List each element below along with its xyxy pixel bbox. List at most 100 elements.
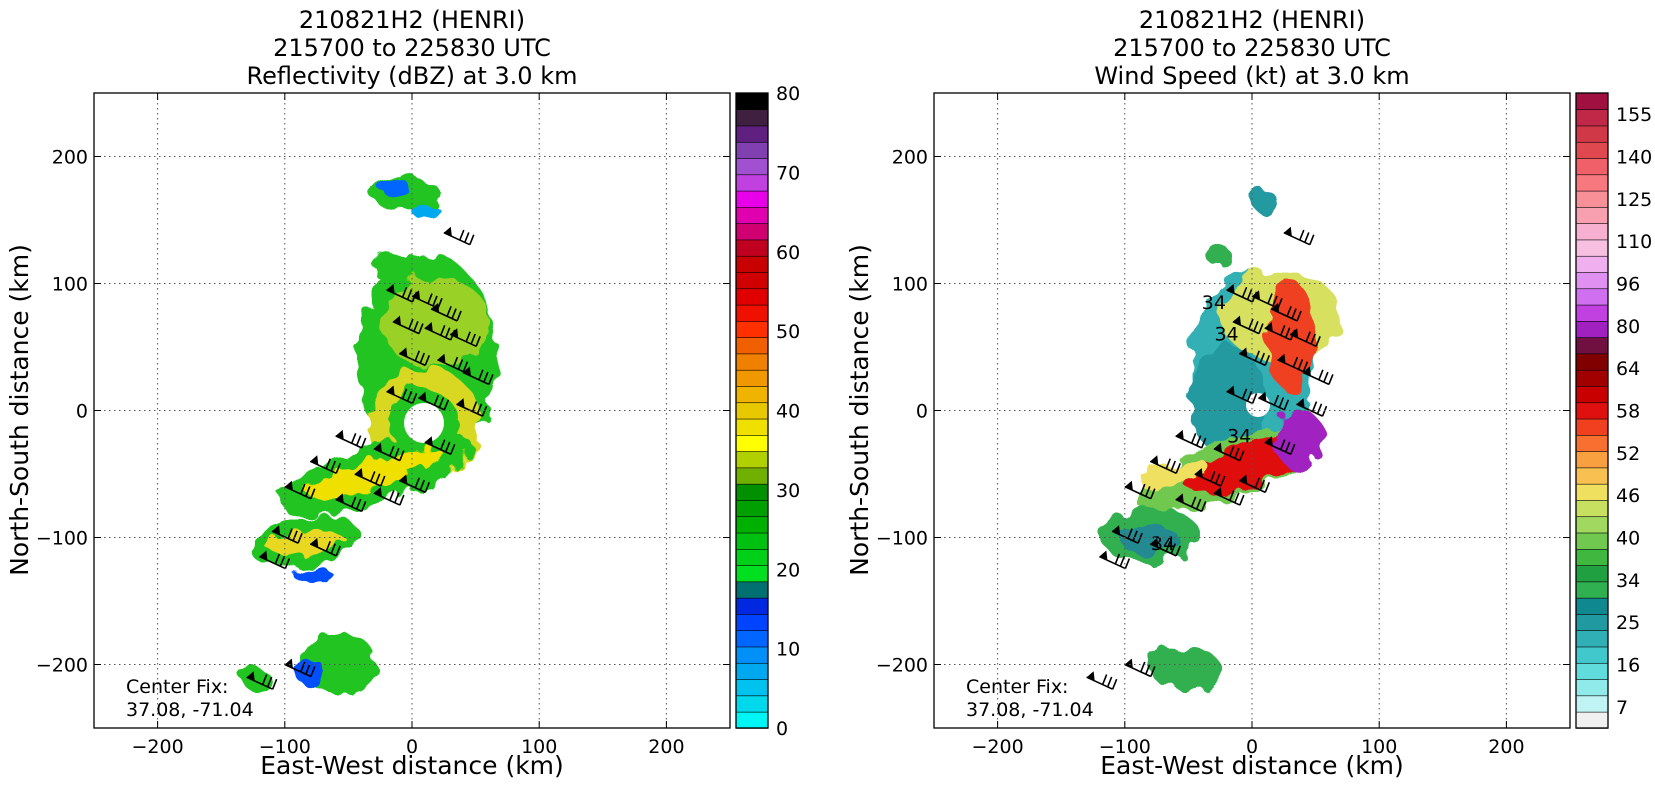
x-tick-label: −200 — [132, 736, 184, 758]
colorbar-segment — [1575, 271, 1609, 290]
y-tick-label: 100 — [52, 274, 88, 296]
colorbar-segment — [735, 450, 769, 469]
colorbar-segment — [735, 304, 769, 322]
x-tick-label: 0 — [1246, 736, 1258, 758]
wind-barb — [418, 391, 450, 411]
wind-barbs — [246, 226, 494, 690]
grid-lines — [934, 93, 1570, 728]
colorbar-segment — [1575, 239, 1609, 257]
colorbar-segment — [1575, 108, 1609, 127]
reflectivity-panel: 210821H2 (HENRI) 215700 to 225830 UTC Re… — [5, 6, 800, 780]
colorbar-segment — [735, 222, 769, 241]
colorbar-tick-label: 40 — [776, 401, 800, 423]
center-fix-coordinates: 37.08, -71.04 — [966, 699, 1094, 721]
center-fix-label: Center Fix: — [126, 676, 228, 698]
colorbar-segment — [1575, 92, 1609, 110]
wind-barb — [1213, 487, 1245, 506]
colorbar-tick-label: 52 — [1616, 443, 1640, 465]
wind-barb — [1226, 385, 1258, 405]
contour-label: 34 — [1202, 292, 1226, 314]
colorbar-segment — [1575, 711, 1609, 729]
wind-speed-panel: 210821H2 (HENRI) 215700 to 225830 UTC Wi… — [845, 6, 1652, 780]
colorbar-segment — [1575, 678, 1609, 697]
colorbar-segment — [1575, 255, 1609, 273]
colorbar-segment — [735, 695, 769, 713]
wind-barb — [1238, 474, 1271, 494]
colorbar-segment — [1575, 483, 1609, 501]
colorbar-segment — [1575, 532, 1609, 550]
colorbar-segment — [735, 467, 769, 485]
x-tick-label: −200 — [972, 736, 1024, 758]
colorbar-frame — [735, 92, 769, 729]
colorbar-segment — [1575, 646, 1609, 664]
colorbar-segment — [1575, 499, 1609, 518]
colorbar-segment — [1575, 581, 1609, 599]
wind-barb — [309, 537, 341, 557]
colorbar-segment — [735, 711, 769, 729]
colorbar-segment — [735, 288, 769, 306]
colorbar-tick-label: 34 — [1616, 570, 1640, 592]
colorbar-tick-label: 80 — [776, 83, 800, 105]
colorbar-segment — [1575, 613, 1609, 632]
colorbar-segment — [1575, 516, 1609, 534]
wind-barb — [437, 353, 469, 373]
colorbar-tick-label: 7 — [1616, 697, 1628, 719]
colorbar-segment — [1575, 695, 1609, 713]
wind-barb — [271, 525, 303, 544]
colorbar-tick-label: 50 — [776, 321, 800, 343]
colorbar-segment — [735, 434, 769, 452]
colorbar-segment — [1575, 190, 1609, 208]
colorbar-segment — [1575, 450, 1609, 469]
y-tick-label: −200 — [36, 655, 88, 677]
colorbar-frame — [1575, 92, 1609, 729]
center-fix-label: Center Fix: — [966, 676, 1068, 698]
colorbar-tick-label: 60 — [776, 242, 800, 264]
colorbar-segment — [735, 630, 769, 648]
wind-barb — [309, 455, 341, 475]
center-fix-coordinates: 37.08, -71.04 — [126, 699, 254, 721]
colorbar-segment — [1575, 141, 1609, 159]
y-tick-label: 200 — [892, 147, 928, 169]
wind-speed-colorbar: 7 16 25 34 40 46 52 58 64 80 96 110 125 140 155 — [1575, 92, 1652, 729]
chart-title-line1: 210821H2 (HENRI) — [1139, 6, 1365, 34]
colorbar-tick-label: 40 — [1616, 528, 1640, 550]
colorbar-segment — [735, 678, 769, 697]
colorbar-segment — [1575, 548, 1609, 566]
wind-barb — [1277, 353, 1309, 373]
wind-barb — [1149, 537, 1181, 557]
wind-barb — [462, 366, 494, 386]
wind-barb — [386, 385, 418, 405]
colorbar-segment — [735, 206, 769, 224]
wind-barb — [1175, 429, 1207, 449]
colorbar-segment — [1575, 402, 1609, 420]
y-tick-label: 0 — [76, 401, 88, 423]
colorbar-segment — [735, 271, 769, 290]
colorbar-tick-label: 10 — [776, 639, 800, 661]
colorbar-segment — [1575, 157, 1609, 176]
colorbar-segment — [1575, 564, 1609, 583]
colorbar-segment — [735, 532, 769, 550]
colorbar-tick-label: 46 — [1616, 485, 1640, 507]
chart-title-line2: 215700 to 225830 UTC — [1113, 34, 1391, 62]
wind-barb — [411, 290, 443, 309]
colorbar-segment — [1575, 304, 1609, 322]
colorbar-segment — [1575, 222, 1609, 241]
reflectivity-colorbar: 0 10 20 30 40 50 60 70 80 — [735, 83, 800, 740]
chart-title-line2: 215700 to 225830 UTC — [273, 34, 551, 62]
colorbar-tick-label: 96 — [1616, 274, 1640, 296]
colorbar-segment — [1575, 467, 1609, 485]
wind-barb — [284, 658, 316, 678]
wind-barb — [424, 436, 456, 455]
colorbar-segment — [735, 190, 769, 208]
colorbar-segment — [735, 320, 769, 338]
y-tick-label: −100 — [876, 528, 928, 550]
wind-barb — [1289, 328, 1321, 348]
colorbar-segment — [1575, 336, 1609, 355]
colorbar-segment — [1575, 288, 1609, 306]
wind-barb — [335, 429, 367, 449]
colorbar-segment — [1575, 174, 1609, 192]
colorbar-segment — [735, 418, 769, 436]
y-axis-label: North-South distance (km) — [5, 244, 34, 576]
wind-barb — [1264, 436, 1296, 455]
y-tick-label: 0 — [916, 401, 928, 423]
